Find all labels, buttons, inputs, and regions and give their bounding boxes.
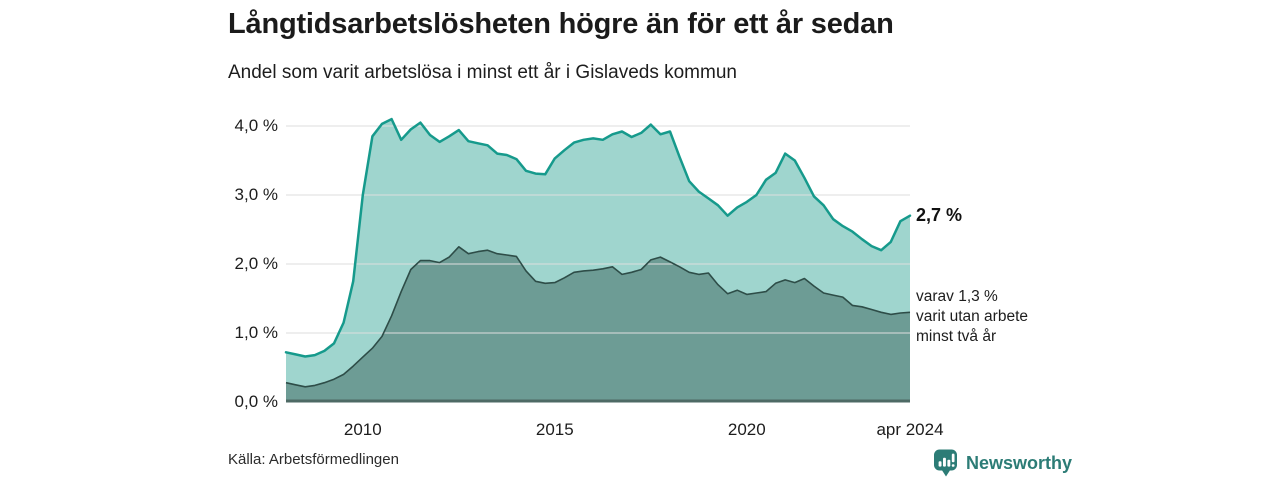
brand-name: Newsworthy — [966, 452, 1073, 473]
newsworthy-icon — [934, 449, 957, 477]
brand-logo: Newsworthy — [933, 448, 1072, 478]
annotation-line: varit utan arbete — [916, 308, 1029, 325]
x-tick-label: apr 2024 — [876, 420, 944, 439]
y-tick-label: 3,0 % — [234, 185, 278, 204]
area-two-years — [286, 246, 910, 402]
y-tick-label: 1,0 % — [234, 323, 278, 342]
y-tick-label: 0,0 % — [234, 392, 278, 411]
source-note: Källa: Arbetsförmedlingen — [228, 451, 399, 468]
secondary-annotation: varav 1,3 % varit utan arbete minst två … — [916, 287, 1028, 347]
x-tick-label: 2020 — [727, 420, 766, 439]
line-two-years — [285, 246, 911, 388]
x-tick-label: 2015 — [535, 420, 574, 439]
annotation-line: varav 1,3 % — [916, 288, 998, 305]
line-one-year — [284, 117, 912, 358]
end-value-label: 2,7 % — [916, 205, 963, 225]
y-tick-label: 2,0 % — [234, 254, 278, 273]
annotation-line: minst två år — [916, 328, 997, 345]
y-tick-label: 4,0 % — [234, 116, 278, 135]
chart-title: Långtidsarbetslösheten högre än för ett … — [228, 8, 894, 40]
x-tick-label: 2010 — [343, 420, 382, 439]
chart-subtitle: Andel som varit arbetslösa i minst ett å… — [228, 62, 737, 83]
